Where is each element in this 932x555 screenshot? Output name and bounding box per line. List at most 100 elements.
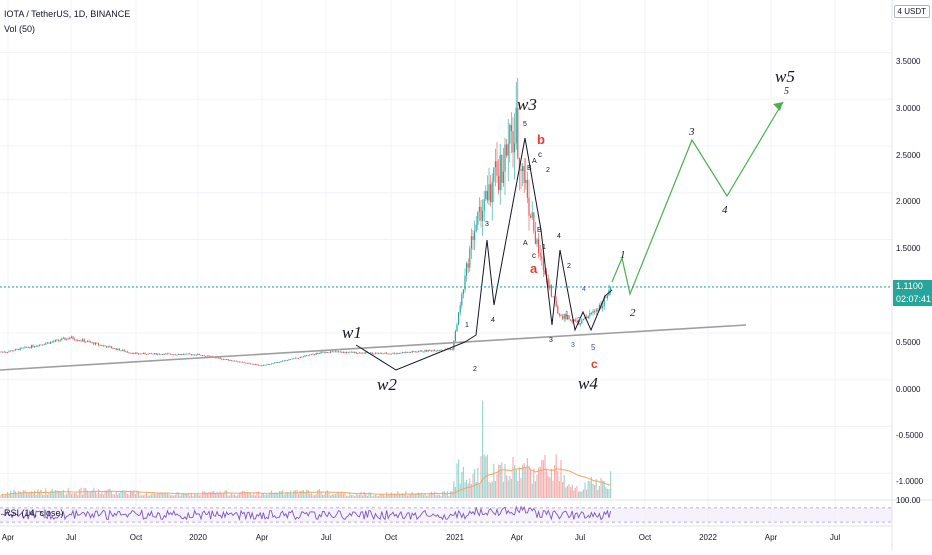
candle-body	[589, 313, 591, 316]
sub-label-4-mid[interactable]: 4	[557, 233, 561, 240]
volume-bar	[558, 481, 560, 498]
candle-body	[178, 354, 180, 356]
volume-bar	[133, 490, 135, 498]
sub-label-5-top[interactable]: 5	[523, 121, 527, 128]
rsi-legend[interactable]: RSI (14, close)	[4, 508, 64, 518]
sub-label-1-mid[interactable]: 1	[542, 244, 546, 251]
volume-bar	[314, 495, 316, 498]
volume-bar	[608, 488, 610, 498]
support-trendline[interactable]	[0, 324, 747, 371]
candle-body	[547, 277, 549, 289]
volume-bar	[18, 490, 20, 498]
wave-label-w1[interactable]: w1	[342, 323, 362, 342]
volume-bar	[243, 491, 245, 498]
sub-label-2-upper[interactable]: 2	[546, 167, 550, 174]
time-label: Oct	[639, 533, 652, 542]
sub-label-5-blue[interactable]: 5	[591, 343, 596, 352]
candle-body	[323, 351, 325, 353]
volume-bar	[229, 495, 231, 498]
proj-label-5[interactable]: 5	[784, 86, 789, 97]
proj-label-3[interactable]: 3	[688, 126, 695, 138]
volume-bar	[19, 491, 21, 498]
candle-body	[190, 354, 192, 355]
volume-bar	[106, 490, 108, 498]
sub-label-2-w2[interactable]: 2	[473, 366, 477, 373]
proj-label-1[interactable]: 1	[620, 249, 626, 261]
volume-bar	[581, 491, 583, 498]
sub-label-2-w4[interactable]: 2	[567, 263, 571, 270]
wave-label-w3[interactable]: w3	[517, 95, 537, 114]
sub-label-3-blue[interactable]: 3	[571, 342, 575, 349]
volume-bar	[258, 491, 260, 498]
candle-body	[469, 248, 471, 268]
volume-bar	[61, 492, 63, 498]
sub-label-c-top[interactable]: c	[538, 150, 542, 159]
volume-bar	[410, 494, 412, 498]
volume-bar	[578, 491, 580, 498]
volume-bar	[58, 491, 60, 498]
candle-body	[122, 349, 124, 351]
candle-body	[341, 351, 343, 353]
symbol-legend[interactable]: IOTA / TetherUS, 1D, BINANCE	[4, 9, 131, 19]
volume-bar	[286, 492, 288, 498]
volume-bar	[542, 460, 544, 498]
wave-w3-lines[interactable]	[464, 137, 613, 343]
candle-body	[558, 313, 560, 315]
volume-bar	[13, 489, 15, 498]
sub-label-4-blue[interactable]: 4	[582, 286, 586, 293]
volume-bar	[226, 490, 228, 498]
candle-body	[3, 351, 5, 353]
volume-bar	[96, 493, 98, 498]
sub-label-b[interactable]: b	[537, 132, 545, 147]
time-axis[interactable]: Apr Jul Oct 2020 Apr Jul Oct 2021 Apr Ju…	[2, 533, 841, 542]
volume-bar	[138, 491, 140, 498]
sub-label-2-blue[interactable]: 2	[577, 317, 581, 324]
volume-bar	[554, 465, 556, 498]
volume-legend[interactable]: Vol (50)	[4, 24, 36, 34]
volume-bar	[432, 493, 434, 498]
volume-bar	[338, 492, 340, 498]
candle-body	[450, 348, 452, 350]
sub-label-A-upper[interactable]: A	[532, 158, 537, 165]
wave-w2-line[interactable]	[355, 341, 466, 371]
wave-label-w4[interactable]: w4	[578, 374, 598, 393]
sub-label-1-w3[interactable]: 1	[465, 322, 469, 329]
volume-bar	[589, 481, 591, 498]
candle-body	[70, 336, 72, 339]
volume-bar	[528, 466, 530, 498]
candle-body	[437, 350, 439, 352]
sub-label-3-w3[interactable]: 3	[485, 221, 489, 228]
currency-tag[interactable]: 4 USDT	[893, 5, 930, 18]
sub-label-a[interactable]: a	[530, 261, 538, 276]
volume-bar	[530, 470, 532, 498]
candle-body	[269, 364, 271, 365]
candle-body	[434, 350, 436, 352]
proj-label-2[interactable]: 2	[630, 307, 636, 319]
sub-label-c-mid[interactable]: c	[532, 251, 536, 260]
sub-label-1-blue[interactable]: 1	[565, 311, 569, 318]
candle-body	[467, 263, 469, 268]
sub-label-4-w3[interactable]: 4	[491, 317, 495, 324]
sub-label-B-upper[interactable]: B	[527, 165, 532, 172]
wave-label-w5[interactable]: w5	[775, 67, 795, 86]
projection-path[interactable]	[611, 101, 784, 297]
candle-body	[520, 168, 522, 171]
wave-label-w2[interactable]: w2	[377, 375, 397, 394]
candle-body	[541, 256, 543, 259]
price-scale[interactable]: 3.5000 3.0000 2.5000 2.0000 1.5000 0.500…	[896, 57, 924, 505]
candle-body	[598, 304, 600, 311]
sub-label-3-w4[interactable]: 3	[549, 337, 553, 344]
candle-body	[413, 351, 415, 352]
volume-bar	[221, 493, 223, 498]
volume-bar	[43, 495, 45, 498]
volume-bar	[214, 494, 216, 498]
proj-label-4[interactable]: 4	[722, 204, 728, 216]
sub-label-B-mid[interactable]: B	[537, 227, 542, 234]
sub-label-A-mid[interactable]: A	[523, 240, 528, 247]
candle-body	[85, 341, 87, 343]
volume-bar	[448, 495, 450, 498]
candle-body	[149, 353, 151, 354]
sub-label-c-red[interactable]: c	[591, 357, 598, 371]
